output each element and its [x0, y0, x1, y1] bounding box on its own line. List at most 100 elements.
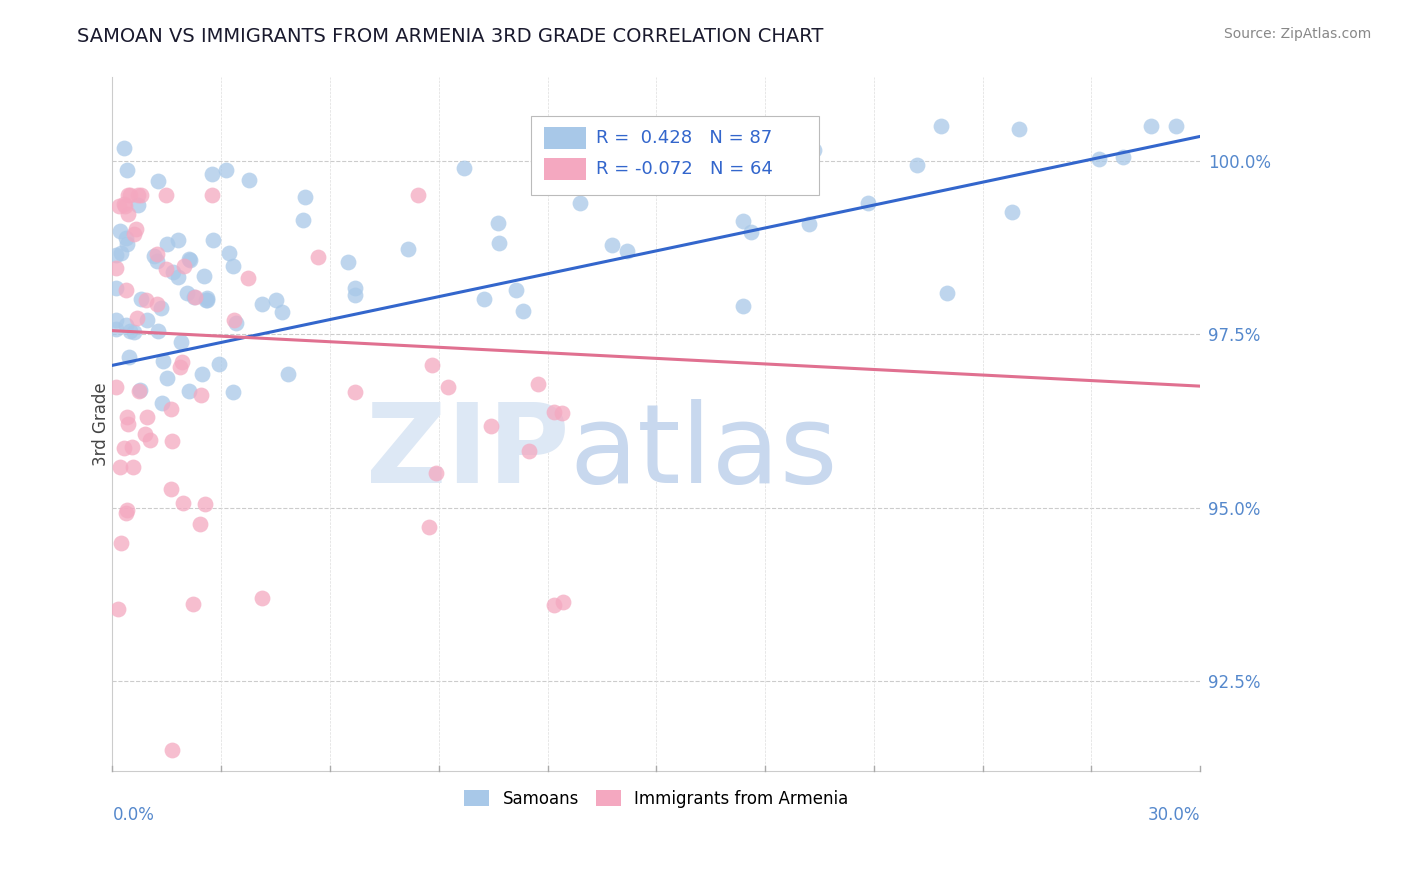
Point: [294, 190, 316, 204]
Point: [105, 380, 128, 394]
Point: [131, 188, 153, 202]
Point: [115, 163, 138, 178]
Point: [183, 290, 205, 304]
Point: [190, 387, 212, 401]
Point: [138, 433, 160, 447]
Point: [222, 384, 245, 399]
Point: [172, 495, 194, 509]
Point: [225, 317, 247, 331]
Text: R = -0.072   N = 64: R = -0.072 N = 64: [596, 160, 773, 178]
Point: [170, 355, 193, 369]
Point: [307, 250, 329, 264]
Point: [344, 385, 367, 400]
Point: [731, 214, 754, 228]
Point: [292, 213, 315, 227]
Point: [201, 167, 224, 181]
Point: [425, 467, 447, 481]
Point: [215, 163, 238, 178]
Point: [112, 141, 135, 155]
Point: [512, 304, 534, 318]
Point: [602, 237, 624, 252]
Point: [152, 353, 174, 368]
Point: [117, 188, 139, 202]
Point: [734, 129, 756, 144]
Legend: Samoans, Immigrants from Armenia: Samoans, Immigrants from Armenia: [458, 783, 855, 814]
Point: [121, 459, 143, 474]
Point: [105, 247, 128, 261]
Point: [505, 283, 527, 297]
Point: [731, 299, 754, 313]
Point: [115, 283, 138, 297]
Point: [135, 313, 157, 327]
Point: [135, 409, 157, 424]
Point: [238, 172, 260, 186]
Text: ZIP: ZIP: [366, 399, 569, 506]
Point: [472, 292, 495, 306]
Point: [160, 483, 183, 497]
Point: [418, 520, 440, 534]
Point: [125, 311, 148, 326]
Point: [551, 406, 574, 420]
Point: [155, 188, 177, 202]
Point: [108, 224, 131, 238]
Point: [553, 595, 575, 609]
Point: [169, 360, 191, 375]
Point: [120, 324, 142, 338]
Point: [108, 459, 131, 474]
Point: [858, 195, 880, 210]
Point: [146, 254, 169, 268]
Point: [526, 376, 548, 391]
Point: [181, 597, 204, 611]
Point: [150, 301, 173, 316]
Point: [162, 264, 184, 278]
Point: [125, 221, 148, 235]
Point: [146, 173, 169, 187]
Point: [740, 225, 762, 239]
Point: [264, 293, 287, 308]
Point: [135, 293, 157, 308]
Point: [115, 506, 138, 520]
Point: [156, 371, 179, 385]
Point: [343, 281, 366, 295]
Point: [193, 269, 215, 284]
Point: [1001, 204, 1024, 219]
Text: 0.0%: 0.0%: [112, 805, 155, 824]
Point: [146, 296, 169, 310]
Point: [929, 119, 952, 133]
Point: [155, 262, 177, 277]
Point: [173, 260, 195, 274]
Point: [134, 427, 156, 442]
Text: SAMOAN VS IMMIGRANTS FROM ARMENIA 3RD GRADE CORRELATION CHART: SAMOAN VS IMMIGRANTS FROM ARMENIA 3RD GR…: [77, 27, 824, 45]
Point: [105, 261, 128, 276]
Point: [107, 602, 129, 616]
Point: [105, 322, 128, 336]
Point: [110, 246, 132, 260]
Point: [122, 325, 145, 339]
Point: [194, 496, 217, 510]
Point: [422, 358, 444, 372]
Point: [222, 312, 245, 326]
Point: [118, 350, 141, 364]
Point: [1112, 150, 1135, 164]
Point: [179, 252, 201, 267]
Point: [201, 233, 224, 247]
Point: [1007, 122, 1029, 136]
Point: [486, 216, 509, 230]
Point: [436, 380, 458, 394]
Point: [191, 367, 214, 381]
Point: [630, 157, 652, 171]
Point: [488, 235, 510, 250]
Point: [110, 536, 132, 550]
Point: [543, 405, 565, 419]
Point: [188, 516, 211, 531]
Point: [277, 367, 299, 381]
Point: [396, 242, 419, 256]
Point: [179, 252, 201, 267]
Y-axis label: 3rd Grade: 3rd Grade: [93, 383, 110, 467]
Point: [162, 434, 184, 449]
Point: [108, 199, 131, 213]
Point: [453, 161, 475, 175]
Point: [905, 158, 928, 172]
Point: [195, 293, 218, 307]
Point: [105, 281, 128, 295]
